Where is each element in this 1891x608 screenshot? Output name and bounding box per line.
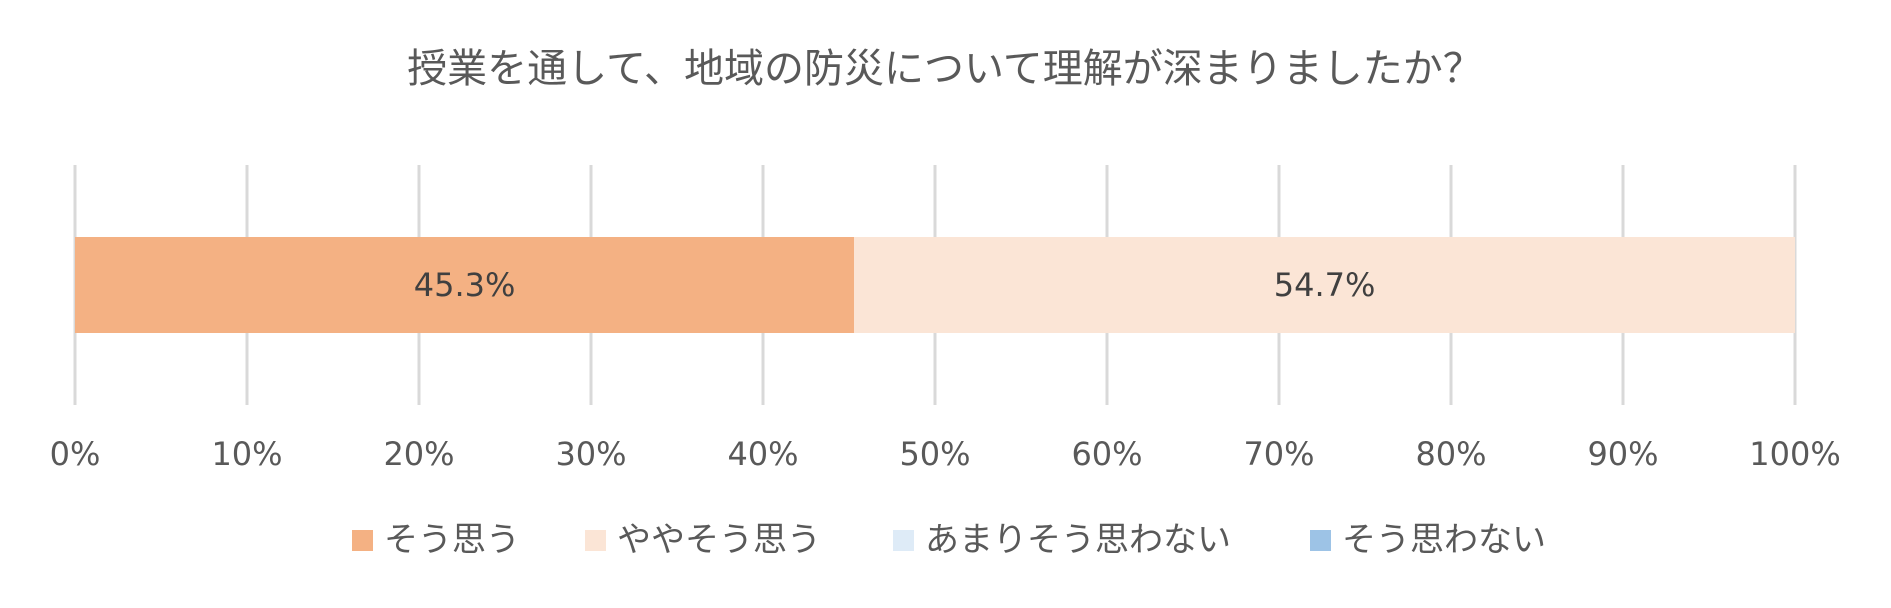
- x-tick-label: 90%: [1587, 435, 1658, 473]
- x-tick-label: 100%: [1749, 435, 1840, 473]
- legend-label: そう思う: [384, 520, 520, 560]
- chart-title: 授業を通して、地域の防災について理解が深まりましたか？: [407, 46, 1483, 92]
- x-tick-label: 70%: [1243, 435, 1314, 473]
- legend-swatch: [352, 530, 373, 551]
- bar-segment: [854, 237, 1795, 333]
- legend-swatch: [1310, 530, 1331, 551]
- legend-label: ややそう思う: [617, 520, 821, 560]
- legend-swatch: [893, 530, 914, 551]
- x-tick-label: 0%: [50, 435, 101, 473]
- legend-label: あまりそう思わない: [925, 520, 1231, 560]
- x-tick-label: 50%: [899, 435, 970, 473]
- x-tick-label: 40%: [727, 435, 798, 473]
- bars: [75, 237, 1795, 333]
- x-tick-label: 80%: [1415, 435, 1486, 473]
- legend: そう思う ややそう思う あまりそう思わない そう思わない: [352, 520, 1546, 560]
- data-label: 54.7%: [1274, 266, 1376, 304]
- legend-swatch: [585, 530, 606, 551]
- x-tick-label: 60%: [1071, 435, 1142, 473]
- x-tick-label: 20%: [383, 435, 454, 473]
- legend-label: そう思わない: [1342, 520, 1546, 560]
- x-axis-ticks: 0% 10% 20% 30% 40% 50% 60% 70% 80% 90% 100%: [50, 435, 1841, 473]
- x-tick-label: 30%: [555, 435, 626, 473]
- bar-segment: [75, 237, 855, 333]
- data-labels: 45.3% 54.7%: [414, 266, 1376, 304]
- x-tick-label: 10%: [211, 435, 282, 473]
- data-label: 45.3%: [414, 266, 516, 304]
